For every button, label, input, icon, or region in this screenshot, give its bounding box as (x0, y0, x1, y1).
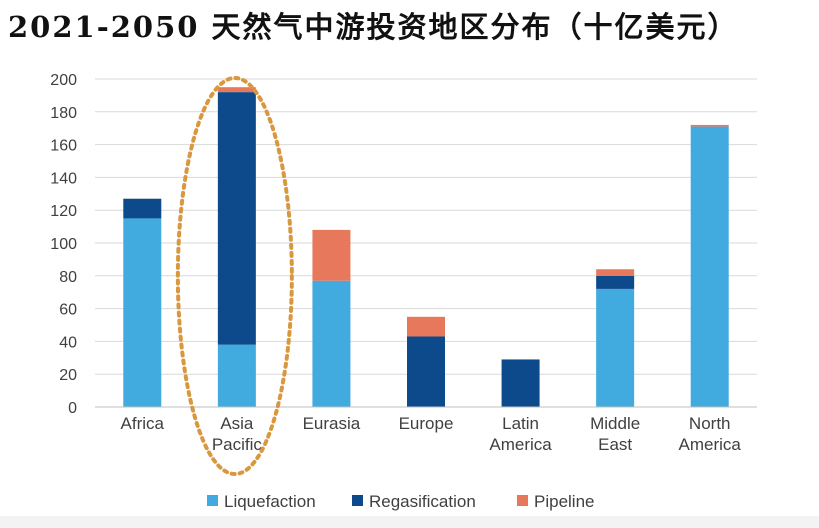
legend: Liquefaction Regasification Pipeline (207, 492, 595, 511)
x-tick-label-line: Pacific (212, 435, 263, 454)
bar-regasification-europe (407, 336, 445, 407)
bar-liquefaction-asia-pacific (217, 344, 256, 407)
x-tick-label-line: America (489, 435, 552, 454)
bar-liquefaction-north-america (690, 126, 729, 407)
y-tick-label-140: 140 (50, 170, 77, 187)
bar-pipeline-north-america (690, 124, 729, 127)
highlight-ellipse-annotation (175, 76, 294, 476)
legend-label-liquefaction: Liquefaction (224, 492, 316, 511)
y-tick-label-40: 40 (59, 334, 77, 351)
bar-pipeline-middle-east (596, 269, 635, 276)
x-tick-label-africa: Africa (121, 414, 165, 433)
bar-regasification-latin-america (501, 359, 540, 407)
bar-liquefaction-eurasia (312, 280, 351, 407)
y-tick-label-180: 180 (50, 105, 77, 122)
x-tick-label-middle-east: Middle East (590, 414, 640, 454)
bar-regasification-middle-east (596, 275, 635, 289)
y-axis-ticks: 0 20 40 60 80 100 120 140 160 180 200 (50, 72, 77, 417)
x-tick-label-line: Asia (220, 414, 254, 433)
bar-pipeline-europe (407, 316, 445, 337)
x-tick-label-line: America (679, 435, 742, 454)
x-tick-label-line: Middle (590, 414, 640, 433)
x-tick-label-line: East (598, 435, 632, 454)
y-tick-label-20: 20 (59, 367, 77, 384)
bar-pipeline-eurasia (312, 229, 351, 281)
legend-swatch-liquefaction (207, 495, 218, 506)
bar-regasification-africa (123, 198, 162, 219)
x-tick-label-line: Africa (121, 414, 165, 433)
legend-swatch-regasification (352, 495, 363, 506)
bar-regasification-asia-pacific (217, 92, 256, 345)
y-tick-label-0: 0 (68, 400, 77, 417)
y-tick-label-200: 200 (50, 72, 77, 89)
bottom-strip (0, 516, 819, 528)
x-tick-label-line: Europe (399, 414, 454, 433)
y-tick-label-60: 60 (59, 302, 77, 319)
bar-series (123, 87, 729, 407)
x-tick-label-line: Latin (502, 414, 539, 433)
x-tick-label-europe: Europe (399, 414, 454, 433)
x-tick-label-asia-pacific: Asia Pacific (212, 414, 263, 454)
x-tick-label-eurasia: Eurasia (303, 414, 361, 433)
bar-liquefaction-middle-east (596, 288, 635, 407)
x-tick-label-latin-america: Latin America (489, 414, 552, 454)
y-tick-label-120: 120 (50, 203, 77, 220)
annotations (175, 76, 294, 476)
x-axis: Africa Asia Pacific Eurasia Europe Latin Ameri… (95, 406, 757, 454)
y-tick-label-160: 160 (50, 138, 77, 155)
bar-pipeline-asia-pacific (217, 87, 256, 93)
x-tick-label-line: Eurasia (303, 414, 361, 433)
x-tick-label-line: North (689, 414, 731, 433)
y-tick-label-80: 80 (59, 269, 77, 286)
bar-liquefaction-africa (123, 218, 162, 407)
y-tick-label-100: 100 (50, 236, 77, 253)
legend-label-pipeline: Pipeline (534, 492, 595, 511)
legend-label-regasification: Regasification (369, 492, 476, 511)
page-title: 2021-2050 天然气中游投资地区分布（十亿美元） (8, 10, 739, 44)
legend-swatch-pipeline (517, 495, 528, 506)
x-tick-label-north-america: North America (679, 414, 742, 454)
